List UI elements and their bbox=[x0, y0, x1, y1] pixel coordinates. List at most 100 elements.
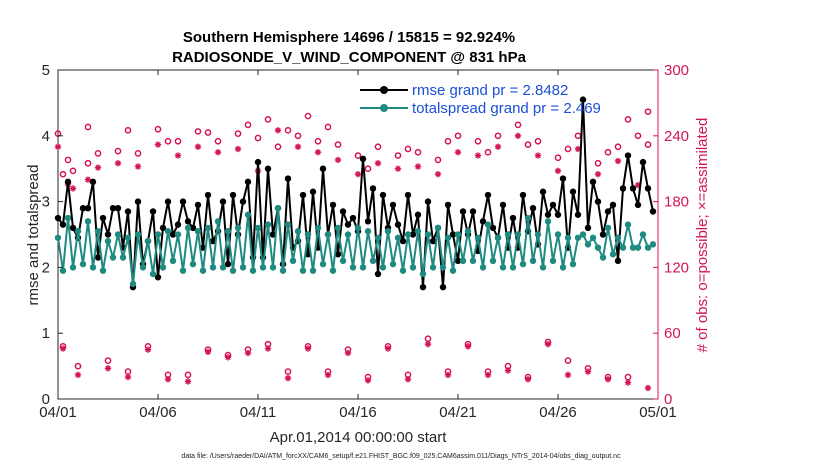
y-tick-label-right: 60 bbox=[664, 325, 681, 342]
rmse-point bbox=[334, 251, 342, 258]
totalspread-point bbox=[399, 267, 407, 274]
rmse-point bbox=[394, 221, 402, 228]
obs-assimilated-point bbox=[104, 365, 112, 372]
legend: rmse grand pr = 2.8482 totalspread grand… bbox=[360, 82, 601, 117]
totalspread-point bbox=[219, 264, 227, 271]
totalspread-point bbox=[69, 264, 77, 271]
rmse-point bbox=[644, 185, 652, 192]
totalspread-point bbox=[409, 264, 417, 271]
rmse-point bbox=[349, 214, 357, 222]
totalspread-point bbox=[289, 257, 297, 265]
totalspread-point bbox=[374, 234, 382, 241]
totalspread-point bbox=[89, 264, 97, 271]
rmse-point bbox=[64, 178, 72, 186]
totalspread-point bbox=[229, 267, 237, 274]
totalspread-point bbox=[134, 231, 142, 238]
totalspread-point bbox=[259, 264, 267, 271]
totalspread-point bbox=[614, 234, 622, 241]
totalspread-point bbox=[569, 260, 577, 268]
totalspread-point bbox=[109, 254, 117, 261]
totalspread-point bbox=[394, 234, 402, 241]
obs-assimilated-point bbox=[614, 157, 622, 165]
totalspread-point bbox=[299, 267, 307, 274]
totalspread-point bbox=[484, 221, 492, 228]
rmse-point bbox=[299, 191, 307, 199]
obs-assimilated-point bbox=[124, 373, 132, 381]
obs-assimilated-point bbox=[224, 354, 232, 361]
totalspread-point bbox=[99, 267, 107, 274]
totalspread-point bbox=[414, 228, 422, 235]
obs-possible-point bbox=[374, 143, 382, 151]
totalspread-point bbox=[419, 270, 427, 278]
obs-possible-point bbox=[604, 148, 612, 156]
totalspread-point bbox=[444, 234, 452, 241]
totalspread-point bbox=[384, 228, 392, 235]
rmse-point bbox=[99, 214, 107, 222]
rmse-point bbox=[589, 178, 597, 186]
totalspread-point bbox=[234, 224, 242, 232]
rmse-point bbox=[624, 152, 632, 159]
obs-possible-point bbox=[614, 143, 622, 151]
totalspread-point bbox=[534, 231, 542, 238]
totalspread-point bbox=[304, 231, 312, 238]
obs-possible-point bbox=[404, 145, 412, 153]
totalspread-point bbox=[239, 264, 247, 271]
totalspread-point bbox=[359, 264, 367, 271]
totalspread-point bbox=[504, 231, 512, 238]
rmse-point bbox=[614, 257, 622, 265]
totalspread-point bbox=[619, 244, 627, 251]
obs-possible-point bbox=[454, 132, 462, 140]
rmse-point bbox=[189, 224, 197, 232]
totalspread-point bbox=[179, 267, 187, 274]
obs-assimilated-point bbox=[564, 371, 572, 379]
totalspread-point bbox=[594, 244, 602, 251]
obs-assimilated-point bbox=[414, 163, 422, 170]
totalspread-point bbox=[334, 224, 342, 232]
obs-assimilated-point bbox=[264, 345, 272, 352]
totalspread-point bbox=[254, 224, 262, 232]
rmse-point bbox=[224, 260, 232, 268]
rmse-point bbox=[579, 96, 587, 103]
totalspread-point bbox=[279, 267, 287, 274]
obs-assimilated-point bbox=[364, 377, 372, 384]
rmse-point bbox=[449, 231, 457, 238]
rmse-point bbox=[444, 201, 452, 209]
obs-assimilated-point bbox=[114, 160, 122, 167]
y-tick-label-left: 1 bbox=[42, 325, 50, 342]
rmse-point bbox=[149, 208, 157, 215]
chart-subtitle: RADIOSONDE_V_WIND_COMPONENT @ 831 hPa bbox=[172, 49, 527, 66]
rmse-point bbox=[104, 231, 112, 238]
rmse-point bbox=[439, 283, 447, 291]
obs-possible-point bbox=[214, 137, 222, 145]
totalspread-point bbox=[449, 267, 457, 274]
y-axis-label-left: rmse and totalspread bbox=[25, 165, 42, 306]
rmse-point bbox=[619, 185, 627, 192]
totalspread-point bbox=[629, 244, 637, 251]
rmse-point bbox=[344, 221, 352, 228]
obs-assimilated-point bbox=[234, 145, 242, 153]
totalspread-point bbox=[604, 224, 612, 232]
rmse-point bbox=[209, 237, 217, 245]
obs-possible-point bbox=[394, 152, 402, 159]
rmse-point bbox=[174, 221, 182, 228]
totalspread-point bbox=[524, 214, 532, 222]
chart-title: Southern Hemisphere 14696 / 15815 = 92.9… bbox=[183, 29, 515, 46]
obs-assimilated-series bbox=[54, 127, 652, 392]
rmse-point bbox=[419, 283, 427, 291]
totalspread-point bbox=[554, 231, 562, 238]
obs-possible-point bbox=[154, 125, 162, 133]
obs-possible-point bbox=[274, 143, 282, 151]
totalspread-point bbox=[624, 221, 632, 228]
obs-assimilated-point bbox=[174, 152, 182, 159]
rmse-point bbox=[519, 191, 527, 199]
totalspread-point bbox=[184, 224, 192, 232]
obs-assimilated-point bbox=[274, 127, 282, 134]
y-tick-label-left: 0 bbox=[42, 391, 50, 408]
totalspread-point bbox=[429, 264, 437, 271]
x-tick-label: 05/01 bbox=[639, 404, 677, 421]
obs-assimilated-point bbox=[164, 376, 172, 383]
rmse-point bbox=[229, 191, 237, 199]
rmse-point bbox=[479, 218, 487, 225]
rmse-point bbox=[604, 208, 612, 215]
totalspread-point bbox=[204, 224, 212, 232]
